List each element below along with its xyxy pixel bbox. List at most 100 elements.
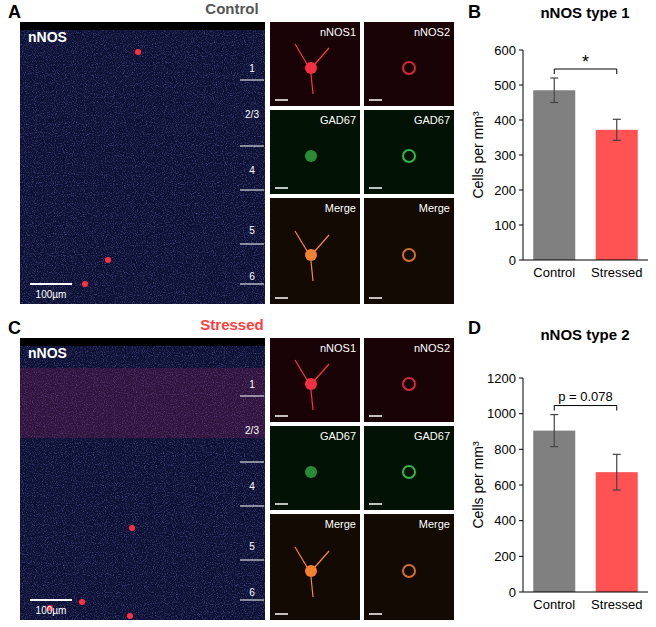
scale-bar bbox=[30, 599, 72, 601]
image-label: nNOS bbox=[28, 345, 67, 361]
x-tick-label: Control bbox=[533, 597, 575, 612]
y-tick bbox=[519, 449, 523, 450]
error-cap bbox=[613, 140, 621, 141]
tile-label: Merge bbox=[419, 202, 450, 214]
tile-label: Merge bbox=[325, 518, 356, 530]
x-tick-label: Stressed bbox=[591, 265, 642, 280]
tile bbox=[270, 110, 360, 194]
tile-label: GAD67 bbox=[414, 114, 450, 126]
tile bbox=[364, 338, 454, 422]
micrograph-texture bbox=[20, 22, 265, 304]
tile bbox=[364, 22, 454, 106]
error-cap bbox=[613, 454, 621, 455]
tile-label: nNOS2 bbox=[414, 342, 450, 354]
neuron bbox=[403, 62, 415, 74]
tile-scale-bar bbox=[275, 415, 288, 417]
panel-label: C bbox=[8, 318, 21, 338]
error-stem bbox=[616, 454, 617, 490]
layer-boundary bbox=[240, 146, 264, 147]
layer-boundary bbox=[240, 462, 264, 463]
y-tick bbox=[519, 50, 523, 51]
bar bbox=[596, 130, 638, 260]
tile bbox=[364, 426, 454, 510]
neuron bbox=[403, 249, 415, 261]
scale-bar bbox=[30, 283, 72, 285]
tile-label: nNOS1 bbox=[320, 26, 356, 38]
layer-label: 4 bbox=[249, 165, 255, 176]
bar bbox=[596, 472, 638, 592]
neurite bbox=[295, 231, 329, 281]
y-tick bbox=[519, 556, 523, 557]
tile bbox=[270, 198, 360, 304]
error-stem bbox=[554, 415, 555, 447]
error-cap bbox=[550, 414, 558, 415]
plot-area bbox=[533, 78, 638, 260]
image-label: nNOS bbox=[28, 29, 67, 45]
error-cap bbox=[613, 119, 621, 120]
tile-label: Merge bbox=[325, 202, 356, 214]
error-cap bbox=[550, 446, 558, 447]
y-tick-label: 400 bbox=[494, 513, 516, 528]
y-tick bbox=[519, 413, 523, 414]
cell bbox=[129, 525, 135, 531]
y-tick-label: 500 bbox=[494, 78, 516, 93]
layer-boundary bbox=[240, 396, 264, 397]
tile-label: GAD67 bbox=[414, 430, 450, 442]
annotation: p = 0.078 bbox=[558, 389, 613, 404]
x-tick-label: Stressed bbox=[591, 597, 642, 612]
tile-scale-bar bbox=[275, 297, 288, 299]
y-axis-label: Cells per mm³ bbox=[470, 441, 486, 528]
tile-label: nNOS2 bbox=[414, 26, 450, 38]
layer-boundary bbox=[240, 560, 264, 561]
error-cap bbox=[613, 489, 621, 490]
y-tick bbox=[519, 520, 523, 521]
y-tick bbox=[519, 592, 523, 593]
y-tick-label: 0 bbox=[509, 585, 516, 600]
tile bbox=[270, 338, 360, 422]
error-bar bbox=[550, 415, 558, 447]
layer-label: 2/3 bbox=[245, 425, 259, 436]
tile bbox=[364, 198, 454, 304]
y-tick-label: 600 bbox=[494, 478, 516, 493]
image-title: Control bbox=[205, 0, 258, 17]
layer-label: 6 bbox=[249, 271, 255, 282]
y-tick bbox=[519, 190, 523, 191]
error-cap bbox=[550, 77, 558, 78]
y-tick bbox=[519, 85, 523, 86]
plot-area bbox=[533, 415, 638, 592]
neuron bbox=[403, 378, 415, 390]
y-tick bbox=[519, 155, 523, 156]
tile bbox=[270, 22, 360, 106]
tile-scale-bar bbox=[275, 613, 288, 615]
layer-label: 4 bbox=[249, 481, 255, 492]
tile-scale-bar bbox=[275, 187, 288, 189]
chart-title: nNOS type 2 bbox=[540, 326, 629, 343]
neuron bbox=[305, 150, 317, 162]
tile-label: nNOS1 bbox=[320, 342, 356, 354]
tile-scale-bar bbox=[369, 415, 382, 417]
y-tick bbox=[519, 260, 523, 261]
scale-bar-label: 100µm bbox=[36, 289, 67, 300]
bar-chart: nNOS type 1 Cells per mm³ Control Stressed 0… bbox=[470, 4, 648, 280]
error-bar bbox=[550, 78, 558, 103]
y-tick-label: 200 bbox=[494, 549, 516, 564]
y-axis-label: Cells per mm³ bbox=[470, 111, 486, 198]
layer-label: 6 bbox=[249, 587, 255, 598]
y-tick-label: 1200 bbox=[487, 371, 516, 386]
layer-boundary bbox=[240, 244, 264, 245]
x-tick-label: Control bbox=[533, 265, 575, 280]
neurite bbox=[295, 44, 329, 94]
error-bar bbox=[613, 119, 621, 140]
stain-band bbox=[20, 368, 265, 438]
error-bar bbox=[613, 454, 621, 490]
significance-bracket bbox=[554, 406, 617, 411]
y-tick-label: 300 bbox=[494, 148, 516, 163]
micrograph-texture bbox=[20, 338, 265, 620]
tile-scale-bar bbox=[369, 99, 382, 101]
layer-boundary bbox=[240, 190, 264, 191]
annotation: * bbox=[582, 52, 589, 72]
neuron bbox=[305, 466, 317, 478]
panel-label: B bbox=[468, 2, 481, 22]
chart-title: nNOS type 1 bbox=[540, 4, 629, 21]
y-tick-label: 0 bbox=[509, 253, 516, 268]
